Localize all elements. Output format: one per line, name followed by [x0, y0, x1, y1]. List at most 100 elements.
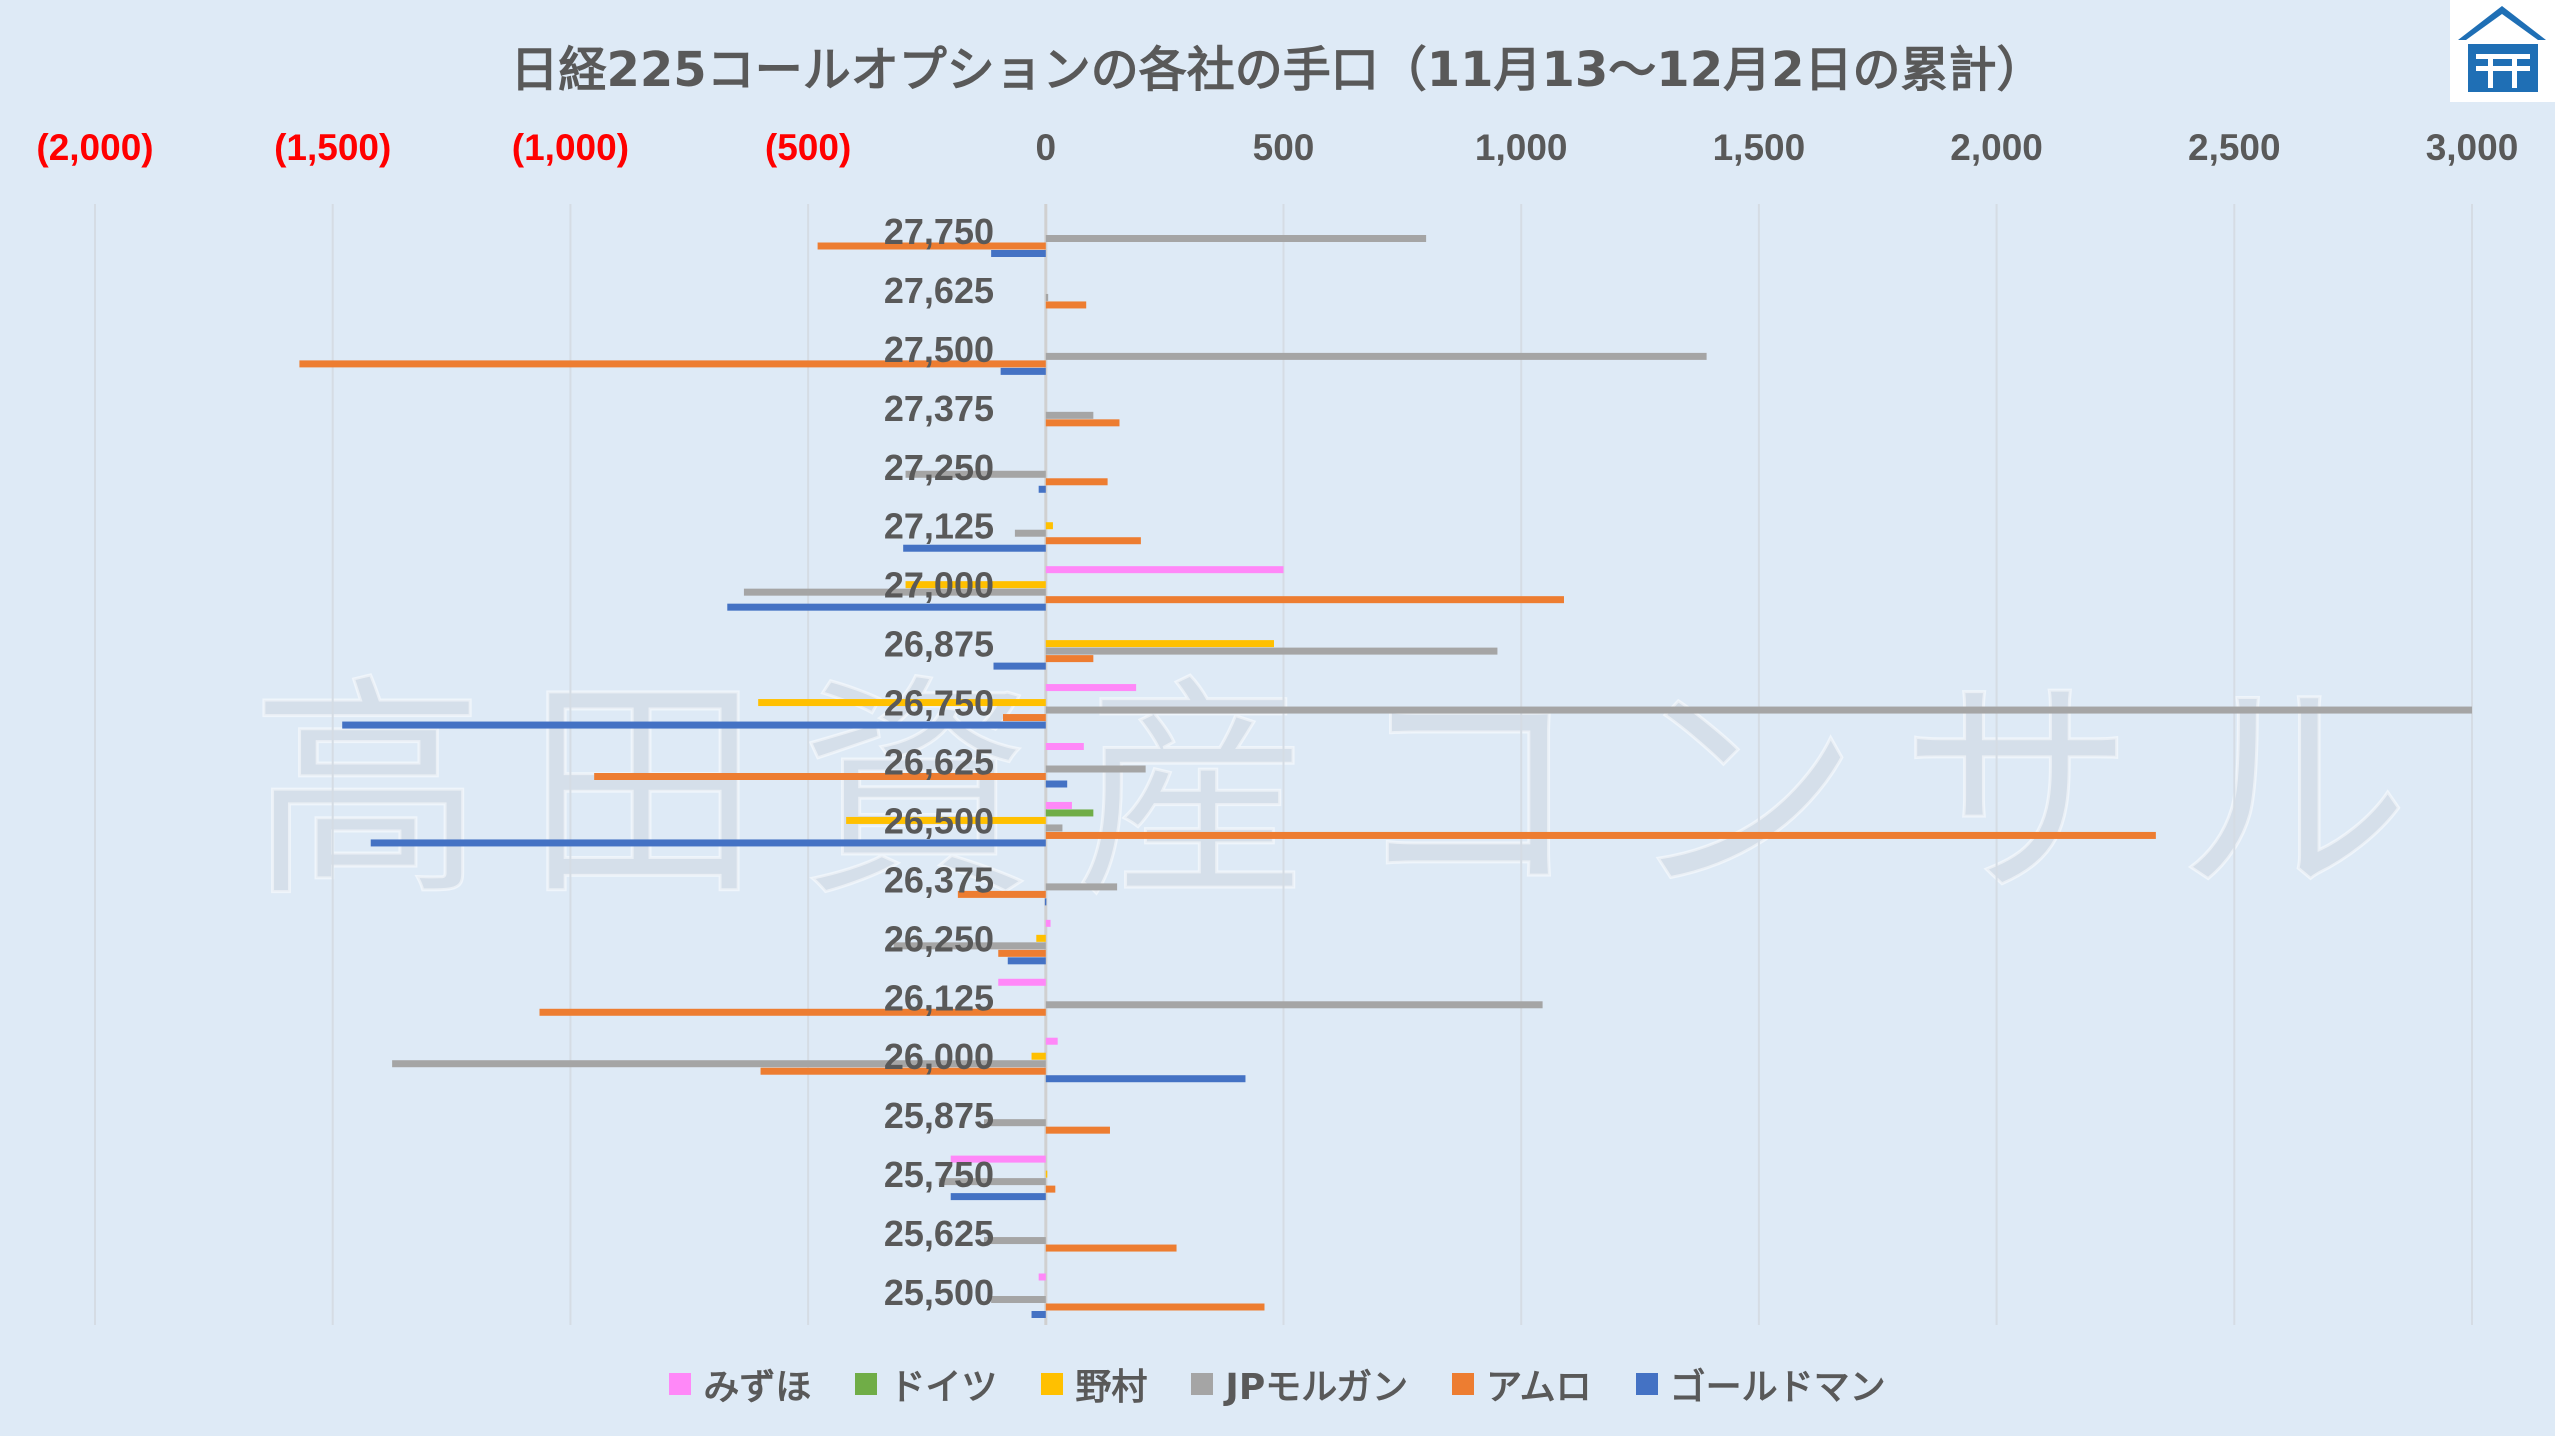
bar-ゴールドマン-27,750: [991, 250, 1046, 257]
bar-野村-26,500: [846, 816, 1046, 824]
category-label: 26,125: [884, 977, 994, 1018]
bar-JPモルガン-27,000: [743, 588, 1046, 596]
bar-ゴールドマン-26,000: [1045, 1075, 1246, 1083]
bar-アムロ-25,750: [1045, 1185, 1056, 1193]
bar-アムロ-26,375: [957, 890, 1046, 898]
chart-plot: 27,750 27,625 27,500 27,375 27,250 27,125 27,0…: [36, 127, 2519, 1325]
legend-swatch: [1452, 1373, 1475, 1395]
bar-JPモルガン-27,250: [905, 470, 1046, 478]
legend-label: アムロ: [1486, 1367, 1592, 1408]
bar-野村-27,125: [1045, 522, 1053, 530]
legend-label: ゴールドマン: [1669, 1367, 1886, 1408]
bar-ドイツ-26,500: [1045, 809, 1094, 817]
bar-ゴールドマン-26,875: [993, 662, 1046, 670]
bar-みずほ-27,000: [1045, 566, 1284, 574]
bar-野村-25,750: [1045, 1170, 1048, 1178]
bar-アムロ-26,000: [760, 1067, 1046, 1075]
bar-アムロ-26,500: [1045, 831, 2156, 839]
x-tick-label: 3,000: [2426, 127, 2519, 168]
bar-JPモルガン-26,500: [1045, 824, 1063, 832]
bar-アムロ-27,375: [1045, 419, 1120, 427]
bar-JPモルガン-27,625: [1045, 293, 1049, 301]
bar-みずほ-26,750: [1045, 684, 1137, 692]
bar-JPモルガン-25,500: [991, 1296, 1046, 1303]
category-label: 27,375: [884, 388, 994, 429]
legend-label: ドイツ: [889, 1367, 998, 1408]
legend-swatch: [669, 1373, 692, 1395]
bar-アムロ-26,875: [1045, 655, 1094, 663]
x-tick-label: (1,000): [512, 127, 629, 168]
legend-item: ゴールドマン: [1635, 1358, 1886, 1410]
x-tick-label: 1,000: [1475, 127, 1568, 168]
bar-JPモルガン-26,875: [1045, 647, 1498, 655]
category-label: 26,375: [884, 859, 994, 900]
bar-みずほ-25,500: [1038, 1273, 1046, 1281]
watermark: 高田資産コンサル: [249, 655, 2450, 931]
bar-野村-26,875: [1045, 640, 1274, 648]
bar-ゴールドマン-27,000: [727, 603, 1046, 611]
category-label: 25,625: [884, 1213, 994, 1254]
bar-JPモルガン-26,625: [1045, 765, 1146, 773]
x-tick-label: 1,500: [1713, 127, 1806, 168]
bar-アムロ-25,875: [1045, 1126, 1110, 1134]
bar-JPモルガン-25,625: [983, 1237, 1046, 1245]
legend-item: アムロ: [1452, 1358, 1592, 1410]
bar-ゴールドマン-27,125: [903, 544, 1046, 552]
legend-swatch: [1041, 1373, 1064, 1395]
x-tick-label: (2,000): [36, 127, 153, 168]
bar-アムロ-26,125: [539, 1008, 1046, 1016]
legend-label: JPモルガン: [1225, 1367, 1409, 1408]
bar-野村-26,250: [1036, 934, 1046, 942]
bar-みずほ-26,625: [1045, 743, 1084, 750]
category-label: 26,500: [884, 800, 994, 841]
legend-label: みずほ: [703, 1367, 812, 1408]
x-tick-label: 2,500: [2188, 127, 2281, 168]
legend-item: 野村: [1041, 1358, 1147, 1410]
bar-野村-27,000: [905, 581, 1046, 589]
legend-item: みずほ: [669, 1358, 811, 1410]
legend-item: JPモルガン: [1191, 1358, 1408, 1410]
bar-ゴールドマン-27,500: [1000, 367, 1046, 375]
chart-title: 日経225コールオプションの各社の手口（11月13〜12月2日の累計）: [510, 42, 2045, 98]
bar-JPモルガン-26,750: [1045, 706, 2472, 714]
bar-ゴールドマン-26,500: [370, 839, 1046, 847]
category-label: 27,500: [884, 329, 994, 370]
legend-label: 野村: [1075, 1367, 1148, 1408]
category-label: 25,500: [884, 1272, 994, 1313]
category-label: 27,750: [884, 211, 994, 252]
bar-JPモルガン-27,500: [1045, 352, 1707, 360]
category-label: 25,875: [884, 1095, 994, 1136]
legend-swatch: [1635, 1373, 1658, 1395]
bar-ゴールドマン-27,250: [1038, 485, 1046, 493]
bar-アムロ-27,125: [1045, 537, 1141, 545]
bar-アムロ-27,750: [817, 242, 1046, 250]
bar-アムロ-26,250: [998, 949, 1046, 957]
bar-アムロ-27,250: [1045, 478, 1108, 486]
bar-ゴールドマン-26,625: [1045, 780, 1068, 788]
x-tick-label: (500): [765, 127, 851, 168]
bar-ゴールドマン-26,750: [342, 721, 1046, 729]
category-label: 27,625: [884, 270, 994, 311]
bar-アムロ-27,000: [1045, 596, 1564, 604]
bar-アムロ-26,625: [594, 773, 1046, 780]
bar-ゴールドマン-26,250: [1007, 957, 1046, 965]
category-label: 27,000: [884, 565, 994, 606]
bar-アムロ-27,500: [299, 360, 1046, 368]
bar-JPモルガン-25,875: [983, 1119, 1046, 1127]
bar-アムロ-26,750: [1003, 714, 1046, 722]
category-label: 26,875: [884, 624, 994, 665]
logo-icon: [2450, 0, 2555, 102]
bar-JPモルガン-25,750: [938, 1178, 1046, 1186]
bar-JPモルガン-26,125: [1045, 1001, 1543, 1009]
legend-item: ドイツ: [855, 1358, 997, 1410]
x-tick-label: 0: [1036, 127, 1057, 168]
bar-JPモルガン-26,250: [893, 942, 1046, 950]
bar-ゴールドマン-26,375: [1044, 898, 1047, 906]
category-label: 25,750: [884, 1154, 994, 1195]
bar-ゴールドマン-25,750: [950, 1193, 1046, 1201]
category-label: 26,750: [884, 683, 994, 724]
legend: みずほ ドイツ 野村 JPモルガン アムロ ゴールドマン: [0, 1358, 2555, 1410]
bar-JPモルガン-27,375: [1045, 411, 1094, 419]
bar-アムロ-25,500: [1045, 1303, 1265, 1311]
category-label: 26,250: [884, 918, 994, 959]
